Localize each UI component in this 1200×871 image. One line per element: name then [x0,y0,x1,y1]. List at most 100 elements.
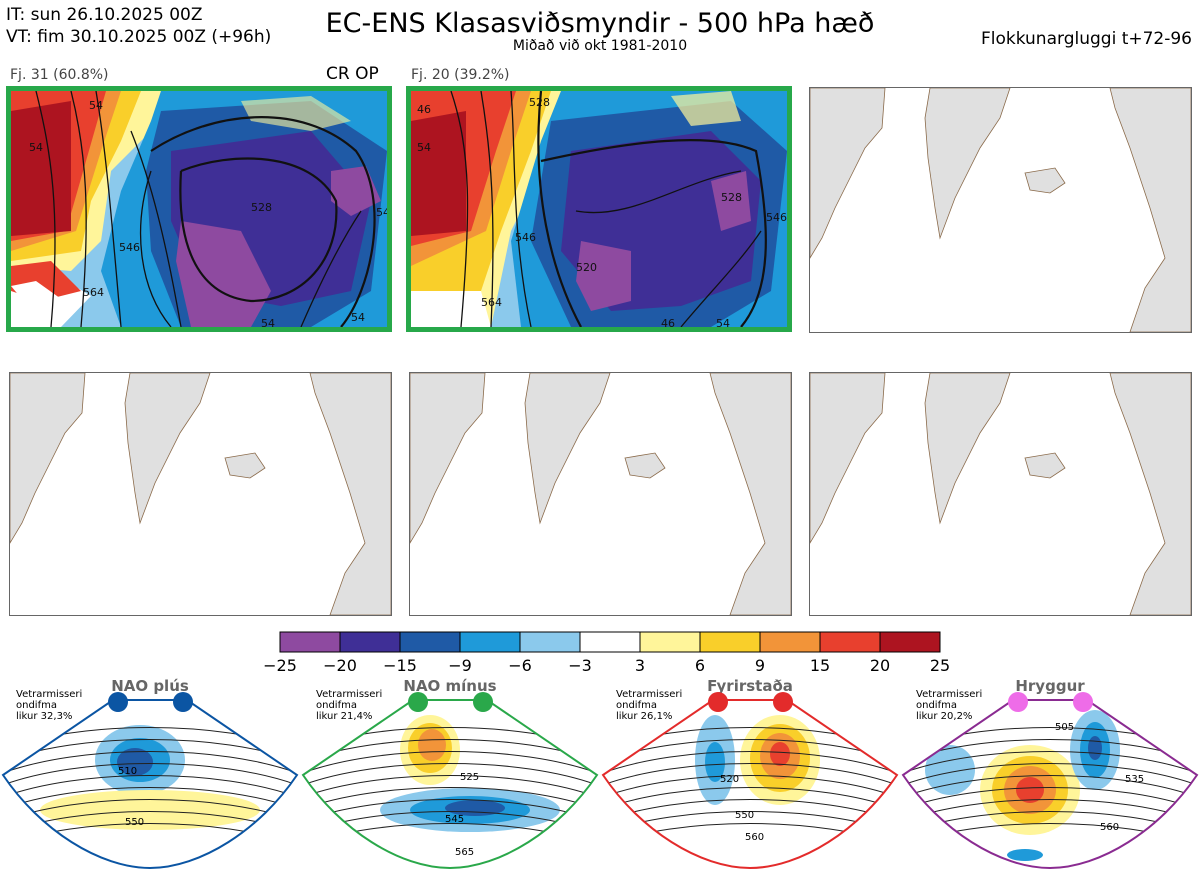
colorbar-tick: 15 [809,656,831,675]
regime-note: Vetrarmisseri ondifma likur 26,1% [616,689,682,722]
height-contour [303,751,597,775]
colorbar-tick: 25 [929,656,951,675]
regime-dot [708,692,728,712]
regime-note-line: Vetrarmisseri [316,689,383,700]
height-contour [3,775,297,799]
regime-map: 505 535 560 [901,692,1199,870]
regime-contour-label: 565 [455,847,474,858]
regime-contour-label: 535 [1125,774,1144,785]
colorbar-tick: −25 [263,656,297,675]
regime-note: Vetrarmisseri ondifma likur 20,2% [916,689,982,722]
regime-title: NAO mínus [403,677,497,695]
regime-note: Vetrarmisseri ondifma likur 32,3% [16,689,82,722]
colorbar-cell [399,631,461,653]
height-contour [303,763,597,787]
contour-label: 546 [376,206,387,219]
anomaly-blob [1007,849,1043,861]
regime-border [301,699,599,870]
colorbar-tick: −20 [323,656,357,675]
contour-label: 54 [261,317,275,327]
regime-note-line: likur 26,1% [616,711,673,722]
regime-dot [1073,692,1093,712]
colorbar-cell [819,631,881,653]
height-contour [603,775,897,799]
regime-title: NAO plús [111,677,189,695]
initial-time: IT: sun 26.10.2025 00Z [6,5,203,25]
regime-contour-label: 560 [1100,822,1119,833]
height-contour [303,775,597,799]
regime-contour-label: 550 [735,810,754,821]
header-left: IT: sun 26.10.2025 00Z VT: fim 30.10.202… [6,4,271,48]
colorbar-tick: −9 [448,656,472,675]
regime-contour-label: 520 [720,774,739,785]
contour-label: 520 [576,261,597,274]
empty-map-3 [809,87,1192,333]
contour-label: 54 [29,141,43,154]
valid-time: VT: fim 30.10.2025 00Z (+96h) [6,27,272,47]
regime-contour-label: 505 [1055,722,1074,733]
land-outline [410,373,791,615]
regime-note-line: likur 20,2% [916,711,973,722]
regime-contour-label: 560 [745,832,764,843]
height-contour [3,751,297,775]
regime-dot [1008,692,1028,712]
regime-contour-label: 525 [460,772,479,783]
anomaly-blob [418,729,446,761]
regime-note-line: likur 32,3% [16,711,73,722]
colorbar-cell [459,631,521,653]
regime-note-line: likur 21,4% [316,711,373,722]
height-contour [3,787,297,811]
regime-dot [773,692,793,712]
anomaly-blob [1088,736,1102,760]
classification-window: Flokkunargluggi t+72-96 [980,29,1192,49]
colorbar-cell [519,631,581,653]
contour-label: 546 [766,211,787,224]
regime-contour-label: 545 [445,814,464,825]
height-contour [603,787,897,811]
contour-label: 564 [83,286,104,299]
regime-note: Vetrarmisseri ondifma likur 21,4% [316,689,382,722]
height-contour [3,763,297,787]
regime-dot [108,692,128,712]
colorbar-tick: 3 [634,656,646,675]
anomaly-blob [117,748,153,776]
colorbar-cell [639,631,701,653]
contour-label: 46 [417,103,431,116]
regime-title: Hryggur [1015,677,1085,695]
contour-label: 546 [119,241,140,254]
contour-label: 528 [251,201,272,214]
regime-note-line: Vetrarmisseri [616,689,683,700]
contour-label: 564 [481,296,502,309]
regime-note-line: ondifma [16,700,57,711]
regime-note-line: ondifma [616,700,657,711]
height-contour [903,751,1197,775]
anomaly-blob [925,745,975,795]
colorbar-cell [339,631,401,653]
cluster-2-field: 46 54 528 546 564 520 528 546 46 54 [411,91,787,327]
cluster-1-map: 54 54 546 564 528 546 54 54 [6,86,392,332]
colorbar-cell [279,631,341,653]
regime-map: 525 545 565 [301,692,599,870]
cluster-1-tag: CR OP [326,64,379,84]
regime-dot [408,692,428,712]
anomaly-blob [770,742,790,766]
contour-label: 54 [351,311,365,324]
empty-map-6 [809,372,1192,616]
empty-map-5 [409,372,792,616]
land-outline [810,88,1191,332]
colorbar-tick: −3 [568,656,592,675]
colorbar-tick: 20 [869,656,891,675]
colorbar-cell [759,631,821,653]
contour-label: 54 [417,141,431,154]
page-title: EC-ENS Klasasviðsmyndir - 500 hPa hæð [325,8,875,39]
regime-note-line: Vetrarmisseri [16,689,83,700]
colorbar [279,631,941,653]
contour-label: 546 [515,231,536,244]
regime-contour-label: 550 [125,817,144,828]
colorbar-cell [699,631,761,653]
regime-contour-label: 510 [118,766,137,777]
height-contour [303,787,597,811]
contour-label: 528 [529,96,550,109]
height-contour [603,763,897,787]
empty-map-4 [9,372,392,616]
